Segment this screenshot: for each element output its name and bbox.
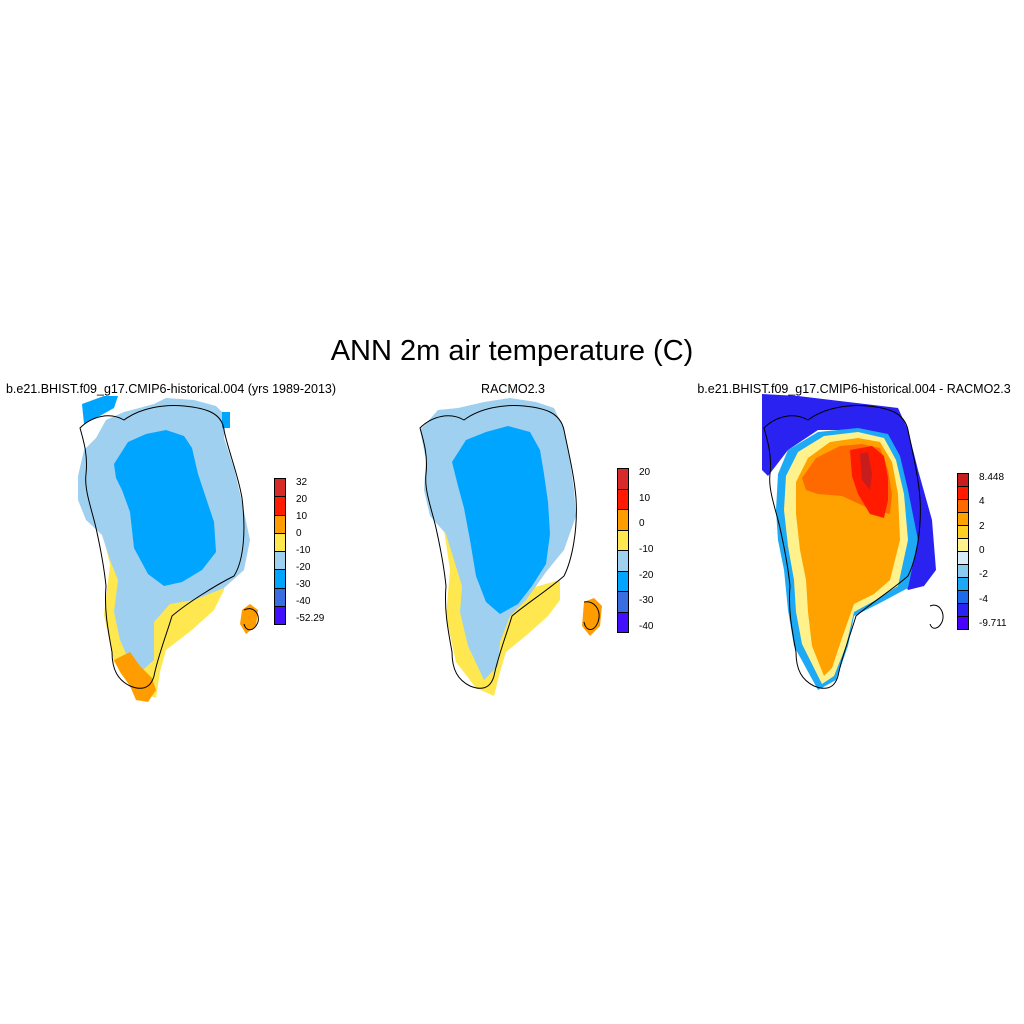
colorbar-label: -4 — [979, 593, 988, 605]
colorbar-cell — [617, 570, 629, 592]
colorbar-cell — [617, 591, 629, 613]
warm-coast-region — [114, 652, 156, 702]
panel-2-title: RACMO2.3 — [481, 382, 545, 396]
colorbar-label: -20 — [639, 569, 654, 581]
coastal-cold-region — [82, 396, 118, 424]
colorbar-cell — [274, 514, 286, 534]
colorbar-cell — [617, 509, 629, 531]
panel-2-field — [420, 398, 602, 696]
colorbar-cell — [617, 550, 629, 572]
ice-sheet-interior-region — [452, 426, 550, 614]
panel-3-field — [762, 394, 936, 690]
colorbar-label: 4 — [979, 496, 985, 508]
colorbar-label: -30 — [639, 595, 654, 607]
colorbar-cell — [957, 577, 969, 591]
colorbar-label: 32 — [296, 477, 308, 488]
max-warm-bias-region — [860, 452, 872, 490]
colorbar-cell — [957, 551, 969, 565]
colorbar-cell — [957, 538, 969, 552]
colorbar-label: -30 — [296, 579, 311, 590]
colorbar-label: -2 — [979, 569, 988, 581]
figure-title: ANN 2m air temperature (C) — [330, 335, 694, 367]
colorbar-cell — [957, 512, 969, 526]
colorbar-label: 10 — [296, 511, 308, 522]
panel-3-coastline — [763, 405, 944, 689]
colorbar-label: 8.448 — [979, 472, 1005, 483]
ice-sheet-interior-region — [114, 430, 216, 586]
colorbar-cell — [957, 473, 969, 487]
colorbar-cell — [274, 496, 286, 516]
colorbar-label: -10 — [296, 545, 311, 556]
colorbar-label: 2 — [979, 520, 985, 532]
panel-1-coastline — [79, 405, 259, 689]
coastal-cold-region — [222, 412, 230, 428]
colorbar-cell — [617, 529, 629, 551]
colorbar-label: -40 — [639, 621, 654, 632]
colorbar-cell — [617, 611, 629, 633]
colorbar-cell — [274, 532, 286, 552]
colorbar-cell — [957, 499, 969, 513]
colorbar-label: 0 — [639, 518, 645, 530]
colorbar-label: -40 — [296, 596, 311, 607]
colorbar-cell — [957, 564, 969, 578]
colorbar-cell — [957, 525, 969, 539]
panel-2-colorbar: 20 10 0 -10 -20 -30 -40 — [617, 467, 677, 633]
colorbar-label: 0 — [296, 528, 302, 539]
colorbar-label: 10 — [639, 492, 651, 504]
colorbar-cell — [274, 587, 286, 607]
panel-3-title: b.e21.BHIST.f09_g17.CMIP6-historical.004… — [697, 382, 1011, 396]
panel-3-map — [762, 394, 944, 690]
colorbar-cell — [274, 478, 286, 498]
colorbar-cell — [957, 486, 969, 500]
colorbar-cell — [957, 603, 969, 617]
colorbar-label: -10 — [639, 544, 654, 555]
colorbar-label: 20 — [296, 494, 308, 505]
colorbar-cell — [957, 590, 969, 604]
panel-2-map — [419, 398, 602, 696]
colorbar-label: -9.711 — [979, 618, 1007, 629]
colorbar-label: 0 — [979, 545, 985, 556]
colorbar-cell — [274, 605, 286, 625]
panel-1-map — [78, 396, 259, 702]
colorbar-cell — [957, 616, 969, 630]
panel-1-colorbar: 32 20 10 0 -10 -20 -30 -40 -52.29 — [274, 477, 344, 625]
panel-1-title: b.e21.BHIST.f09_g17.CMIP6-historical.004… — [5, 382, 337, 396]
colorbar-cell — [274, 569, 286, 589]
colorbar-label: -52.29 — [296, 613, 325, 624]
colorbar-label: -20 — [296, 562, 311, 573]
panel-1-field — [78, 396, 258, 702]
colorbar-label: 20 — [639, 467, 651, 478]
colorbar-cell — [617, 468, 629, 490]
colorbar-cell — [617, 488, 629, 510]
panel-3-colorbar: 8.448 4 2 0 -2 -4 -9.711 — [957, 472, 1017, 630]
colorbar-cell — [274, 551, 286, 571]
panel-2-coastline — [419, 405, 600, 689]
